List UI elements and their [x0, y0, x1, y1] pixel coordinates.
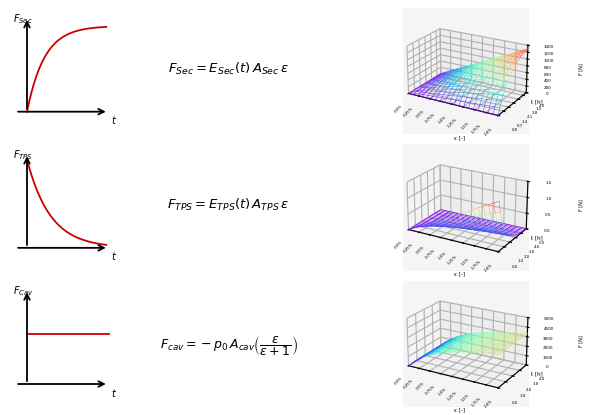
Text: t [h]: t [h] — [532, 99, 543, 104]
Text: t [h]: t [h] — [532, 235, 543, 240]
Text: $F_{TPS}$: $F_{TPS}$ — [13, 148, 33, 162]
Text: t [h]: t [h] — [532, 371, 543, 376]
Text: ε [-]: ε [-] — [454, 135, 465, 140]
Text: $t$: $t$ — [111, 386, 117, 398]
Text: $t$: $t$ — [111, 114, 117, 126]
Text: $F_{Sec} = E_{Sec}(t)\, A_{Sec}\, \varepsilon$: $F_{Sec} = E_{Sec}(t)\, A_{Sec}\, \varep… — [168, 61, 289, 77]
Text: $F_{Cav}$: $F_{Cav}$ — [13, 284, 34, 298]
Text: $F_{Sec}$: $F_{Sec}$ — [13, 12, 33, 26]
Text: ε [-]: ε [-] — [454, 271, 465, 276]
Text: $F_{cav} = -p_0\, A_{cav}\left(\dfrac{\varepsilon}{\varepsilon + 1}\right)$: $F_{cav} = -p_0\, A_{cav}\left(\dfrac{\v… — [160, 334, 298, 358]
Text: $t$: $t$ — [111, 250, 117, 262]
Text: $F_{TPS} = E_{TPS}(t)\, A_{TPS}\, \varepsilon$: $F_{TPS} = E_{TPS}(t)\, A_{TPS}\, \varep… — [167, 197, 290, 213]
Text: ε [-]: ε [-] — [454, 408, 465, 413]
